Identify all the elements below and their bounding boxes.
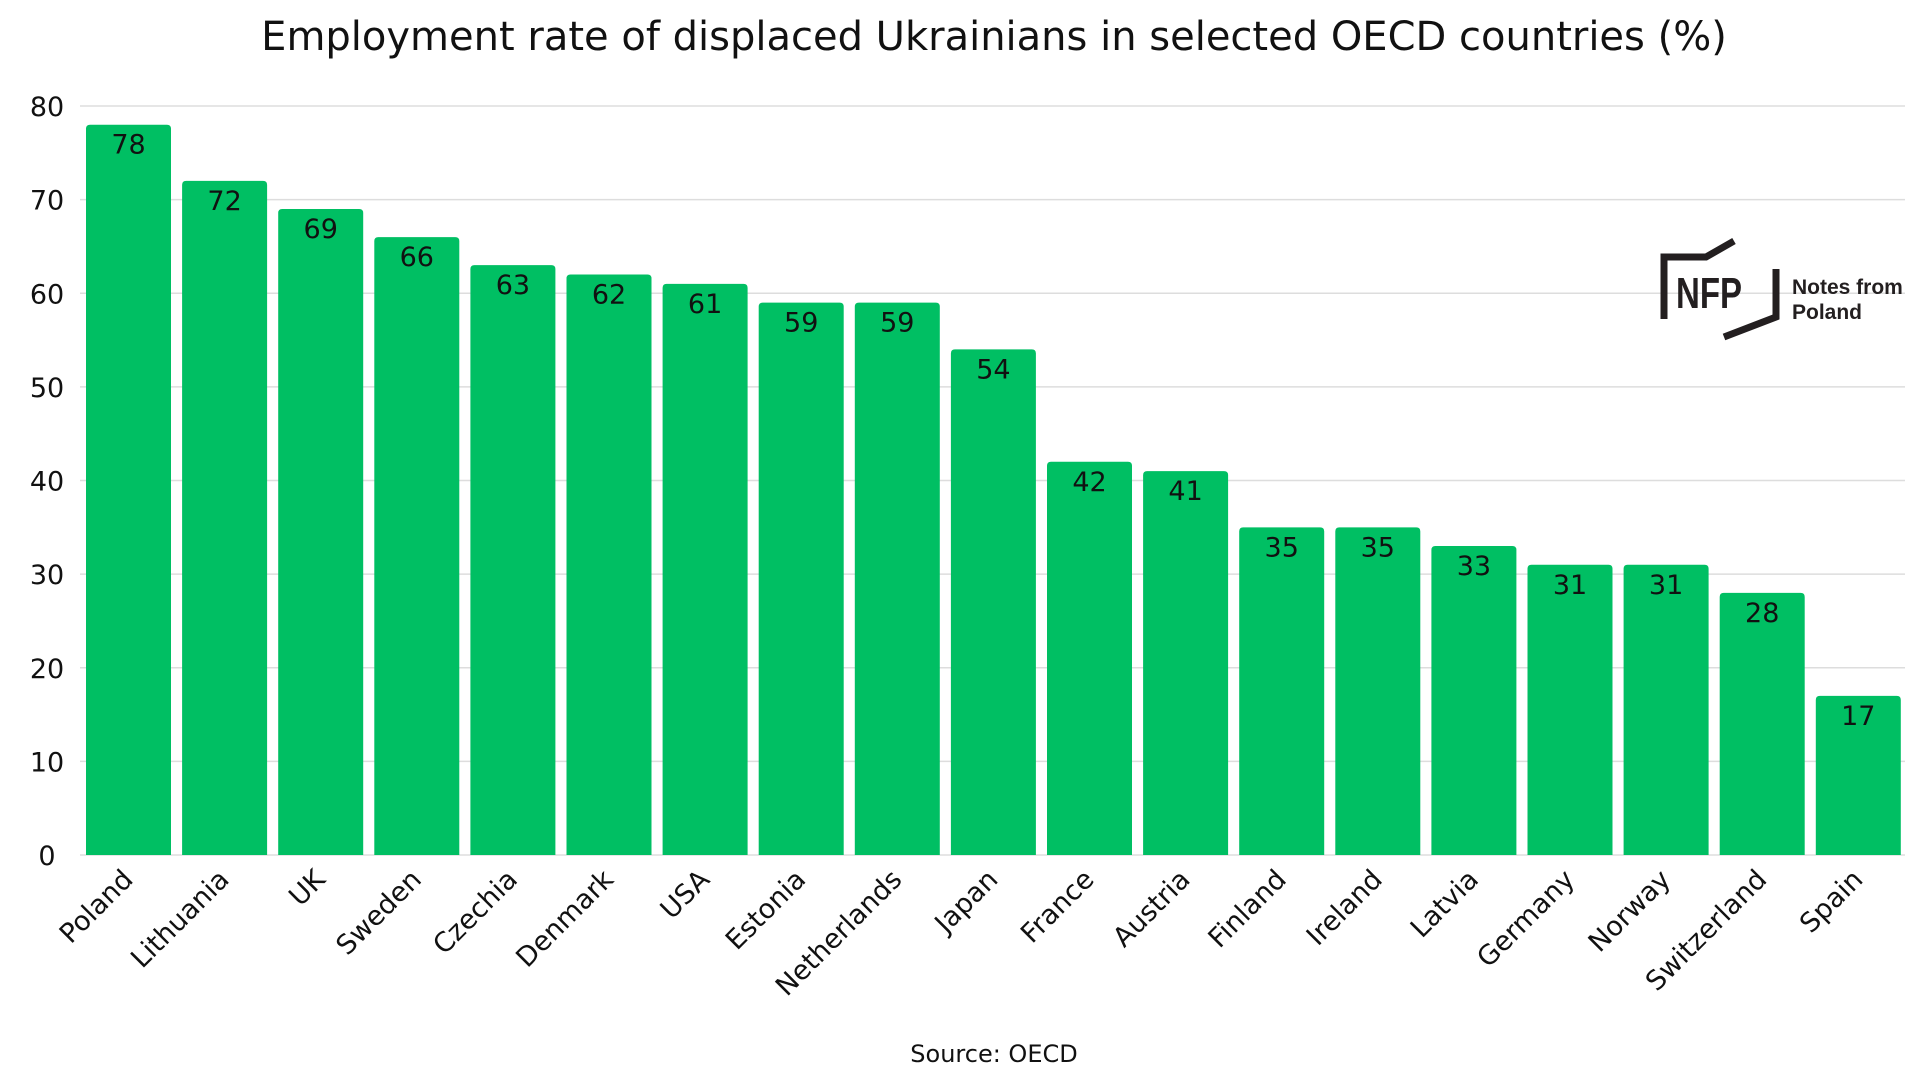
bar-finland <box>1239 527 1325 855</box>
bar-czechia <box>470 265 556 856</box>
x-tick-label: Norway <box>1583 864 1677 958</box>
data-label: 69 <box>304 214 338 245</box>
data-label: 42 <box>1072 467 1106 498</box>
notes-from-poland-logo: NFP Notes from Poland <box>1660 237 1903 341</box>
bar-spain <box>1815 695 1901 855</box>
logo-mark: NFP <box>1676 269 1742 318</box>
logo-text-line2: Poland <box>1792 301 1862 324</box>
y-tick-label: 80 <box>30 92 64 123</box>
bar-switzerland <box>1719 592 1805 855</box>
y-tick-label: 50 <box>30 373 64 404</box>
data-label: 33 <box>1457 551 1491 582</box>
data-label: 59 <box>880 308 914 339</box>
x-tick-label: Lithuania <box>125 864 235 974</box>
chart-title: Employment rate of displaced Ukrainians … <box>261 14 1727 60</box>
x-tick-label: Denmark <box>510 864 620 974</box>
bar-austria <box>1143 471 1229 855</box>
x-tick-label: Poland <box>54 864 140 950</box>
y-tick-label: 10 <box>30 747 64 778</box>
y-tick-label: 70 <box>30 186 64 217</box>
x-tick-label: Germany <box>1471 864 1581 974</box>
bar-sweden <box>374 237 460 855</box>
data-label: 54 <box>976 354 1010 385</box>
y-tick-label: 30 <box>30 560 64 591</box>
x-tick-label: Estonia <box>720 864 812 956</box>
data-label: 17 <box>1841 701 1875 732</box>
bar-estonia <box>758 302 844 855</box>
data-label: 28 <box>1745 598 1779 629</box>
x-tick-label: Latvia <box>1405 864 1485 944</box>
bar-netherlands <box>854 302 940 855</box>
data-label: 35 <box>1361 532 1395 563</box>
bar-japan <box>950 349 1036 855</box>
bar-lithuania <box>182 180 268 855</box>
data-label: 72 <box>207 186 241 217</box>
x-tick-label: Ireland <box>1301 864 1389 952</box>
data-label: 31 <box>1553 570 1587 601</box>
data-label: 63 <box>496 270 530 301</box>
x-tick-label: Japan <box>928 864 1005 941</box>
x-tick-label: Sweden <box>330 864 427 961</box>
data-label: 61 <box>688 289 722 320</box>
x-tick-label: UK <box>283 863 332 912</box>
data-label: 66 <box>400 242 434 273</box>
data-label: 31 <box>1649 570 1683 601</box>
x-tick-label: Finland <box>1203 864 1293 954</box>
source-note: Source: OECD <box>910 1040 1078 1068</box>
data-label: 35 <box>1265 532 1299 563</box>
y-tick-label: 0 <box>38 841 55 872</box>
bar-norway <box>1623 564 1709 855</box>
bar-latvia <box>1431 546 1517 855</box>
x-tick-label: Spain <box>1794 864 1869 939</box>
x-tick-label: France <box>1015 864 1100 949</box>
bar-ireland <box>1335 527 1421 855</box>
data-label: 78 <box>111 130 145 161</box>
x-tick-label: USA <box>655 864 717 926</box>
y-tick-label: 20 <box>30 654 64 685</box>
bar-germany <box>1527 564 1613 855</box>
data-label: 62 <box>592 280 626 311</box>
y-tick-label: 40 <box>30 467 64 498</box>
bar-poland <box>86 124 171 856</box>
data-label: 59 <box>784 308 818 339</box>
y-tick-label: 60 <box>30 279 64 310</box>
bar-france <box>1047 461 1132 855</box>
logo-text-line1: Notes from <box>1792 276 1903 299</box>
data-label: 41 <box>1168 476 1202 507</box>
bar-chart: 0 10 20 30 40 50 60 70 80 78 Poland 72 Lithuania 69 UK… <box>30 92 1905 1002</box>
bar-denmark <box>566 274 652 855</box>
bar-uk <box>278 208 364 856</box>
x-tick-label: Austria <box>1107 864 1196 953</box>
bar-usa <box>662 283 748 855</box>
x-tick-label: Czechia <box>427 864 524 961</box>
